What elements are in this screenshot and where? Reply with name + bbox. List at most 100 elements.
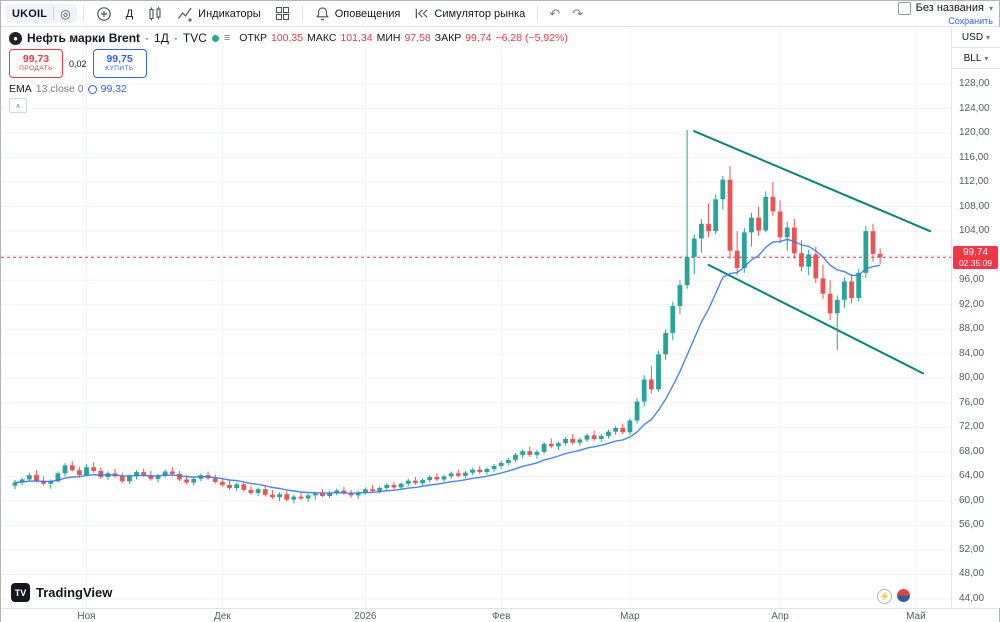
currency-selector[interactable]: USD ▾ [952,27,1000,48]
candle-body [598,435,604,439]
candle-body [298,496,304,499]
unit-selector[interactable]: BLL ▾ [952,48,1000,69]
candle-body [148,475,154,479]
candle-body [119,476,125,482]
buy-button[interactable]: 99,75 КУПИТЬ [92,49,147,78]
candle-body [806,254,812,267]
layout-checkbox[interactable] [897,2,911,15]
buy-label: КУПИТЬ [105,64,134,72]
compare-add-button[interactable] [90,3,118,24]
open-label: ОТКР [239,32,267,44]
candle-body [334,490,340,493]
candle-body [341,490,347,494]
candle-body [127,476,132,482]
language-flag-icon[interactable] [897,589,910,602]
symbol-title[interactable]: Нефть марки Brent [27,31,141,45]
candle-body [570,438,576,443]
layout-grid-button[interactable] [269,3,296,24]
save-button[interactable]: Сохранить [948,16,993,26]
candle-body [548,443,554,447]
exchange-code[interactable]: TVC [182,31,207,45]
time-axis[interactable]: Ноя Дек 2026 Фев Мар Апр Май [1,608,999,622]
tradingview-logo[interactable]: TV TradingView [11,583,112,602]
symbol-box-divider [53,7,55,20]
candle-body [234,484,240,489]
chart-legend-header[interactable]: ● Нефть марки Brent · 1Д · TVC ≡ ОТКР 100… [9,31,568,45]
candle-body [749,217,754,233]
indicator-name[interactable]: EMA [9,83,32,95]
candle-body [219,481,225,485]
price-chart[interactable] [1,27,951,608]
indicators-button[interactable]: Индикаторы [171,3,267,24]
symbol-info-icon[interactable]: ◎ [60,6,71,21]
candle-body [427,476,433,481]
candle-body [212,478,218,482]
separator: · [145,31,150,45]
candle-body [634,401,640,421]
last-price-value: 99,74 [962,247,989,259]
price-tick-label: 120,00 [959,127,990,139]
candle-body [691,238,697,257]
indicator-status-icon[interactable] [87,84,97,94]
change-value: −6,28 (−5,92%) [495,32,568,44]
candle-body [362,489,368,493]
candle-body [498,462,504,466]
candle-body [384,484,390,489]
sell-button[interactable]: 99,73 ПРОДАТЬ [9,49,63,78]
price-tick-label: 92,00 [959,298,985,310]
time-tick-label: 2026 [354,611,377,622]
candle-body [227,484,232,489]
candle-body [12,482,18,486]
candle-body [184,479,189,483]
symbol-search-input[interactable]: UKOIL ◎ [6,4,77,23]
candle-body [291,496,297,500]
symbol-name: UKOIL [12,7,48,20]
price-tick-label: 48,00 [959,568,985,580]
candle-body [663,332,669,355]
candle-body [577,439,583,443]
sell-price: 99,73 [22,52,50,65]
bell-icon [315,7,329,21]
undo-button[interactable]: ↶ [544,6,565,22]
candle-body [91,467,97,471]
layout-title[interactable]: Без названия [915,2,984,14]
price-tick-label: 104,00 [959,225,990,237]
menu-icon[interactable]: ≡ [223,32,231,44]
time-tick-label: Фев [491,611,511,622]
candle-body [348,493,354,496]
price-tick-label: 64,00 [959,470,985,482]
alerts-button[interactable]: Оповещения [309,3,407,24]
collapse-legend-button[interactable]: ∧ [9,98,27,113]
chart-type-button[interactable] [141,3,169,24]
interval-button[interactable]: Д [120,3,139,24]
toolbar-divider [82,5,84,22]
high-value: 101,34 [340,32,373,44]
time-tick-label: Май [906,611,926,622]
price-axis[interactable]: USD ▾ BLL ▾ 99,74 02:35:09 128,00 124,00 1… [951,27,1000,608]
candle-body [305,495,311,499]
candle-body [706,223,711,232]
candle-body [820,278,826,294]
series-color-icon[interactable] [211,34,219,42]
candle-body [405,480,411,484]
candle-body [26,475,32,480]
chart-corner-icons: ⚡ [877,589,910,604]
chevron-down-icon[interactable]: ▾ [988,4,993,13]
indicators-icon [178,7,193,22]
candle-body [62,465,68,474]
candle-body [98,470,104,477]
replay-button[interactable]: Симулятор рынка [408,3,531,24]
redo-button[interactable]: ↷ [567,6,588,22]
candle-body [556,443,561,447]
close-value: 99,74 [465,32,492,44]
candle-body [563,438,568,444]
interval-value[interactable]: 1Д [154,31,169,45]
indicator-legend[interactable]: EMA 13 close 0 99,32 [9,83,127,95]
chevron-down-icon: ▾ [986,32,991,42]
time-tick-label: Ноя [77,611,96,622]
unit-label: BLL [963,52,982,64]
candle-body [248,489,254,493]
candle-body [312,493,318,496]
lightning-icon[interactable]: ⚡ [877,589,892,604]
